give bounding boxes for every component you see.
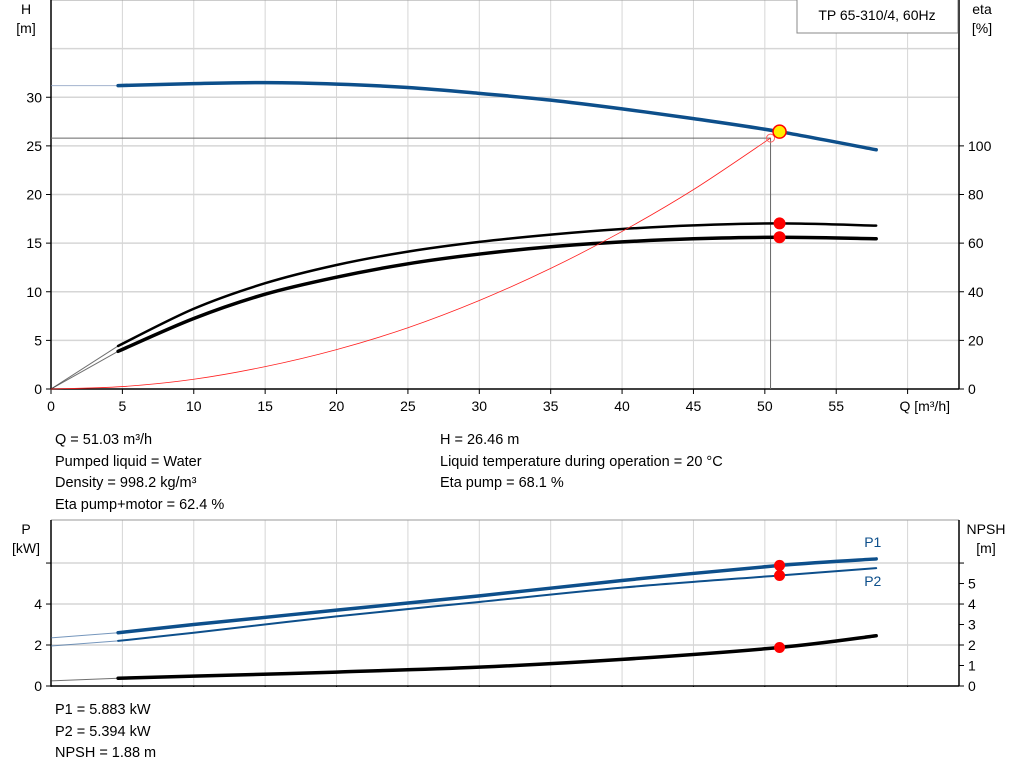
x-tick-label: 20 bbox=[329, 398, 345, 414]
x-tick-label: 30 bbox=[472, 398, 488, 414]
y-tick-label-right: 2 bbox=[968, 637, 976, 653]
eta-pump-motor-readout: Eta pump+motor = 62.4 % bbox=[55, 496, 225, 513]
temperature-readout: Liquid temperature during operation = 20… bbox=[440, 453, 723, 470]
series-label-P2: P2 bbox=[864, 573, 881, 589]
y-tick-label-left: 4 bbox=[34, 596, 42, 612]
series-extension-NPSH bbox=[50, 677, 119, 682]
p1-marker bbox=[774, 559, 786, 571]
series-line-head bbox=[116, 80, 878, 152]
x-tick-label: 5 bbox=[118, 398, 126, 414]
p2-readout: P2 = 5.394 kW bbox=[55, 723, 151, 740]
y-tick-label-right: 80 bbox=[968, 187, 984, 203]
head-readout: H = 26.46 m bbox=[440, 432, 520, 448]
y-tick-label-right: 4 bbox=[968, 596, 976, 612]
duty-info-left: Q = 51.03 m³/h Pumped liquid = Water Den… bbox=[55, 430, 224, 516]
x-tick-label: 50 bbox=[757, 398, 773, 414]
y-tick-label-right: 5 bbox=[968, 576, 976, 592]
series-line-P1 bbox=[116, 557, 878, 635]
eta-pump-marker bbox=[773, 217, 786, 230]
y-tick-label-right: 0 bbox=[968, 678, 976, 694]
y-axis-unit-left: [kW] bbox=[12, 540, 40, 556]
y-tick-label-left: 2 bbox=[34, 637, 42, 653]
y-axis-label-right: eta bbox=[972, 1, 992, 17]
y-tick-label-left: 0 bbox=[34, 381, 42, 397]
x-tick-label: 15 bbox=[257, 398, 273, 414]
y-tick-label-left: 25 bbox=[26, 138, 42, 154]
series-extension-eta-pump bbox=[50, 345, 119, 390]
x-axis-label: Q [m³/h] bbox=[899, 398, 950, 414]
x-tick-label: 45 bbox=[686, 398, 702, 414]
p1-readout: P1 = 5.883 kW bbox=[55, 702, 151, 718]
x-tick-label: 25 bbox=[400, 398, 416, 414]
x-tick-label: 0 bbox=[47, 398, 55, 414]
eta-pump-motor-marker bbox=[773, 231, 786, 244]
x-tick-label: 40 bbox=[614, 398, 630, 414]
duty-point-marker bbox=[772, 124, 787, 139]
flow-readout: Q = 51.03 m³/h bbox=[55, 432, 153, 448]
y-axis-label-left: P bbox=[21, 521, 30, 537]
p2-marker bbox=[774, 569, 786, 581]
y-tick-label-right: 20 bbox=[968, 332, 984, 348]
density-readout: Density = 998.2 kg/m³ bbox=[55, 475, 197, 491]
series-line-NPSH bbox=[116, 634, 878, 680]
chart-title: TP 65-310/4, 60Hz bbox=[818, 7, 935, 23]
y-tick-label-right: 40 bbox=[968, 284, 984, 300]
title-box bbox=[796, 0, 959, 34]
y-axis-label-right: NPSH bbox=[967, 521, 1006, 537]
series-line-system-curve bbox=[50, 137, 771, 390]
eta-pump-readout: Eta pump = 68.1 % bbox=[440, 475, 564, 491]
liquid-readout: Pumped liquid = Water bbox=[55, 453, 202, 470]
y-axis-unit-right: [%] bbox=[972, 20, 992, 36]
x-tick-label: 10 bbox=[186, 398, 202, 414]
y-tick-label-left: 20 bbox=[26, 187, 42, 203]
x-tick-label: 55 bbox=[828, 398, 844, 414]
system-point-marker bbox=[766, 133, 776, 143]
series-line-eta-pump bbox=[116, 222, 878, 348]
series-extension-P1 bbox=[50, 632, 119, 639]
y-tick-label-left: 30 bbox=[26, 89, 42, 105]
x-tick-label: 35 bbox=[543, 398, 559, 414]
y-axis-label-left: H bbox=[21, 1, 31, 17]
duty-info-right: H = 26.46 m Liquid temperature during op… bbox=[440, 430, 723, 495]
series-extension-eta-pump-motor bbox=[50, 350, 119, 390]
power-info: P1 = 5.883 kW P2 = 5.394 kW NPSH = 1.88 … bbox=[55, 700, 156, 765]
y-axis-unit-left: [m] bbox=[16, 20, 35, 36]
y-axis-unit-right: [m] bbox=[976, 540, 995, 556]
y-tick-label-right: 0 bbox=[968, 381, 976, 397]
y-tick-label-right: 1 bbox=[968, 658, 976, 674]
y-tick-label-left: 5 bbox=[34, 332, 42, 348]
y-tick-label-right: 100 bbox=[968, 138, 992, 154]
npsh-marker bbox=[774, 641, 786, 653]
y-tick-label-left: 15 bbox=[26, 235, 42, 251]
y-tick-label-left: 10 bbox=[26, 284, 42, 300]
series-extension-P2 bbox=[50, 640, 119, 647]
y-tick-label-left: 0 bbox=[34, 678, 42, 694]
npsh-readout: NPSH = 1.88 m bbox=[55, 745, 157, 761]
series-line-eta-pump-motor bbox=[116, 235, 878, 354]
y-tick-label-right: 60 bbox=[968, 235, 984, 251]
y-tick-label-right: 3 bbox=[968, 617, 976, 633]
series-label-P1: P1 bbox=[864, 534, 881, 550]
